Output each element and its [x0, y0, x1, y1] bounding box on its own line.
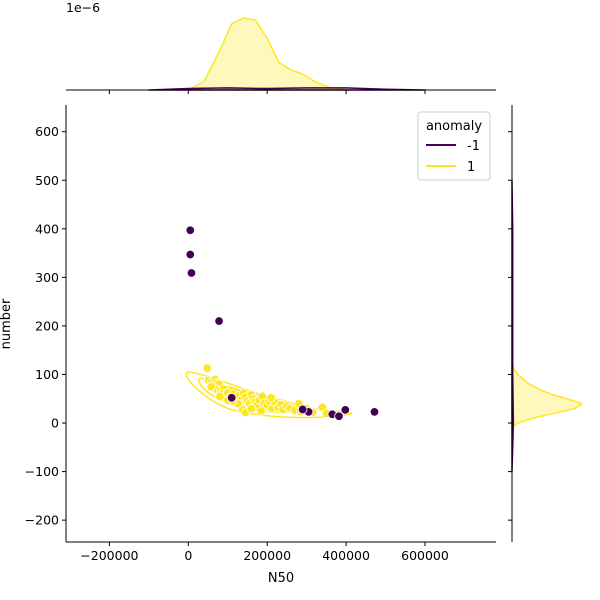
x-axis-ticks: −200000 0 200000 400000 600000 [80, 542, 449, 563]
right-marginal-ticks [508, 131, 512, 521]
x-tick-label: 400000 [322, 548, 370, 563]
y-tick-label: 300 [35, 270, 59, 285]
legend: anomaly -1 1 [417, 111, 491, 181]
y-tick-label: 600 [35, 124, 59, 139]
right-density-normal [511, 364, 583, 429]
point-normal [202, 363, 212, 373]
legend-title: anomaly [426, 119, 482, 134]
y-tick-label: −100 [25, 464, 59, 479]
y-axis-ticks: −200 −100 0 100 200 300 400 500 600 [25, 124, 66, 528]
legend-label-normal: 1 [467, 160, 475, 175]
y-tick-label: 0 [51, 416, 59, 431]
top-marginal-ticks [108, 90, 426, 94]
point-anomaly [185, 249, 195, 260]
point-anomaly [334, 411, 344, 421]
x-tick-label: −200000 [80, 548, 138, 563]
main-scatter-axes: −200000 0 200000 400000 600000 −200 −100 0 100 2… [0, 105, 496, 586]
x-axis-title: N50 [268, 571, 294, 586]
point-normal [246, 403, 257, 414]
y-tick-label: 500 [35, 173, 59, 188]
point-normal [266, 393, 276, 403]
y-axis-title: number [0, 298, 14, 349]
point-normal [256, 406, 266, 416]
right-marginal-density [508, 105, 583, 542]
scatter-points [185, 225, 380, 421]
top-density-normal [187, 17, 347, 91]
point-anomaly [214, 316, 224, 326]
top-marginal-offset-label: 1e−6 [66, 0, 100, 15]
point-normal [215, 391, 225, 402]
point-anomaly [297, 404, 308, 415]
x-tick-label: 200000 [243, 548, 291, 563]
point-anomaly [186, 268, 197, 278]
legend-label-anomalous: -1 [467, 139, 480, 154]
y-tick-label: 200 [35, 318, 59, 333]
top-marginal-density: 1e−6 [66, 0, 496, 94]
y-tick-label: 400 [35, 221, 59, 236]
point-anomaly [185, 225, 195, 235]
x-tick-label: 0 [184, 548, 192, 563]
point-anomaly [369, 407, 380, 417]
y-tick-label: −200 [25, 513, 59, 528]
point-anomaly [340, 405, 351, 415]
y-tick-label: 100 [35, 367, 59, 382]
point-anomaly [226, 393, 237, 403]
x-tick-label: 600000 [401, 548, 449, 563]
point-normal [206, 381, 216, 392]
